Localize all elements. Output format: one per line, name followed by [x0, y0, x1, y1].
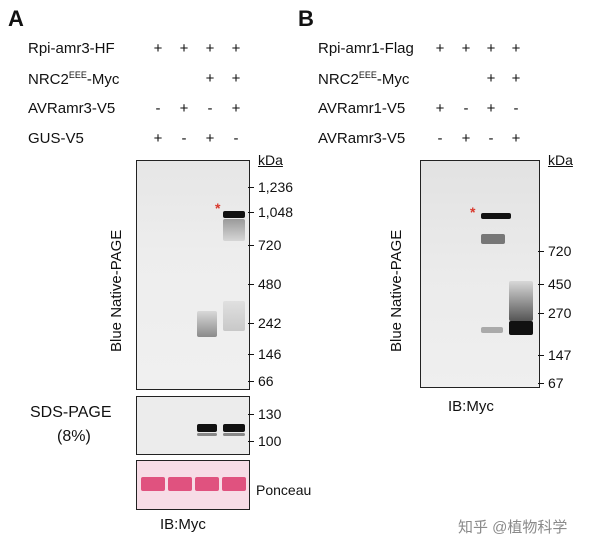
marker-label: 1,048 — [258, 204, 294, 220]
low-band — [197, 311, 217, 337]
sign: + — [153, 130, 163, 147]
sign: + — [231, 70, 241, 87]
sign: + — [511, 70, 521, 87]
panel-b-row-label-4: AVRamr3-V5 — [318, 130, 406, 147]
sds-label-percent: (8%) — [57, 428, 91, 445]
panel-a-row-label-1: Rpi-amr3-HF — [28, 40, 115, 57]
panel-a-native-label: Blue Native-PAGE — [108, 229, 125, 352]
marker-label: 720 — [548, 243, 572, 259]
panel-a-row-label-3: AVRamr3-V5 — [28, 100, 116, 117]
sign: + — [511, 130, 521, 147]
smear-band — [509, 281, 533, 321]
sign: - — [463, 100, 469, 117]
sds-band-lower — [223, 433, 245, 436]
sign: + — [461, 130, 471, 147]
sign: - — [233, 130, 239, 147]
sds-marker: 100 — [258, 433, 282, 449]
panel-a-native-blot — [136, 160, 250, 390]
faint-smear — [223, 301, 245, 331]
sign: - — [513, 100, 519, 117]
panel-a-row-label-2: NRC2EEE-Myc — [28, 70, 120, 88]
panel-b-caption: IB:Myc — [448, 398, 494, 415]
sign: + — [179, 40, 189, 57]
marker-tick — [538, 383, 544, 384]
mid-band — [481, 234, 505, 244]
marker-label: 270 — [548, 305, 572, 321]
sign: - — [437, 130, 443, 147]
panel-b-letter: B — [298, 6, 314, 31]
marker-tick — [248, 187, 254, 188]
sds-band-lower — [197, 433, 217, 436]
watermark: 知乎 @植物科学 — [458, 519, 568, 536]
panel-a-ponceau-blot — [136, 460, 250, 510]
panel-b-kda-label: kDa — [548, 152, 573, 168]
panel-a-row-label-4: GUS-V5 — [28, 130, 84, 147]
panel-a-kda-label: kDa — [258, 152, 283, 168]
panel-b-native-label: Blue Native-PAGE — [388, 229, 405, 352]
sds-marker: 130 — [258, 406, 282, 422]
sign: + — [486, 40, 496, 57]
panel-b-row-label-1: Rpi-amr1-Flag — [318, 40, 414, 57]
marker-tick — [248, 441, 254, 442]
ponceau-band — [141, 477, 165, 491]
sign: + — [231, 100, 241, 117]
low-band — [509, 321, 533, 335]
sign: + — [435, 100, 445, 117]
marker-tick — [538, 355, 544, 356]
marker-tick — [248, 414, 254, 415]
panel-b-star: * — [470, 204, 476, 220]
ponceau-band — [195, 477, 219, 491]
marker-label: 1,236 — [258, 179, 294, 195]
sign: - — [181, 130, 187, 147]
sds-label: SDS-PAGE — [30, 404, 112, 421]
marker-label: 720 — [258, 237, 282, 253]
sign: + — [461, 40, 471, 57]
marker-label: 450 — [548, 276, 572, 292]
ponceau-label: Ponceau — [256, 482, 312, 498]
oligomer-band — [223, 211, 245, 218]
panel-a-sds-blot — [136, 396, 250, 455]
sign: + — [511, 40, 521, 57]
sign: - — [207, 100, 213, 117]
marker-tick — [248, 381, 254, 382]
sign: + — [435, 40, 445, 57]
marker-label: 242 — [258, 315, 282, 331]
sign: + — [205, 40, 215, 57]
sign: - — [155, 100, 161, 117]
sds-band — [223, 424, 245, 432]
marker-tick — [538, 284, 544, 285]
marker-label: 480 — [258, 276, 282, 292]
panel-a-caption: IB:Myc — [160, 516, 206, 533]
marker-tick — [248, 284, 254, 285]
marker-tick — [248, 245, 254, 246]
ponceau-band — [222, 477, 246, 491]
sds-band — [197, 424, 217, 432]
ponceau-band — [168, 477, 192, 491]
faint-low-band — [481, 327, 503, 333]
panel-a-letter: A — [8, 6, 24, 31]
panel-b-row-label-2: NRC2EEE-Myc — [318, 70, 410, 88]
oligomer-band — [481, 213, 511, 219]
marker-tick — [248, 212, 254, 213]
smear-band — [223, 219, 245, 241]
panel-b-row-label-3: AVRamr1-V5 — [318, 100, 406, 117]
marker-label: 66 — [258, 373, 274, 389]
sign: + — [231, 40, 241, 57]
marker-tick — [538, 251, 544, 252]
marker-label: 146 — [258, 346, 282, 362]
panel-a-star: * — [215, 200, 221, 216]
marker-label: 67 — [548, 375, 564, 391]
sign: + — [486, 70, 496, 87]
marker-tick — [248, 323, 254, 324]
marker-tick — [248, 354, 254, 355]
sign: + — [205, 130, 215, 147]
sign: + — [205, 70, 215, 87]
marker-tick — [538, 313, 544, 314]
sign: + — [179, 100, 189, 117]
sign: + — [486, 100, 496, 117]
marker-label: 147 — [548, 347, 572, 363]
sign: + — [153, 40, 163, 57]
sign: - — [488, 130, 494, 147]
panel-b-native-blot — [420, 160, 540, 388]
